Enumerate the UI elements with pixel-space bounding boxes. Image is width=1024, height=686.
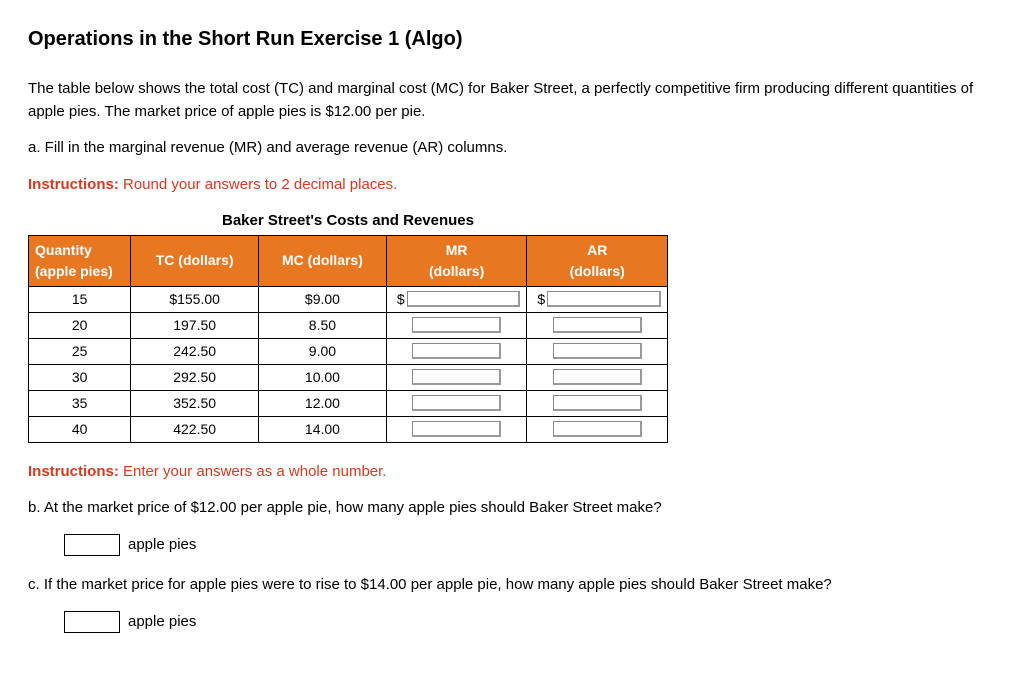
ar-input[interactable] xyxy=(553,395,642,411)
instructions-b-label: Instructions: xyxy=(28,463,119,480)
cell-tc: 292.50 xyxy=(131,364,259,390)
cell-mr xyxy=(386,338,527,364)
ar-input[interactable] xyxy=(553,343,642,359)
instructions-a-text: Round your answers to 2 decimal places. xyxy=(119,176,397,193)
cell-quantity: 30 xyxy=(29,364,131,390)
dollar-sign: $ xyxy=(533,289,545,310)
col-quantity: Quantity(apple pies) xyxy=(29,235,131,286)
cell-mc: 10.00 xyxy=(259,364,387,390)
col-mc: MC (dollars) xyxy=(259,235,387,286)
instructions-a-label: Instructions: xyxy=(28,176,119,193)
cell-mc: 14.00 xyxy=(259,416,387,442)
table-row: 35352.5012.00 xyxy=(29,390,668,416)
part-b-answer-row: apple pies xyxy=(64,534,996,557)
cell-quantity: 35 xyxy=(29,390,131,416)
col-ar: AR(dollars) xyxy=(527,235,668,286)
part-c-unit: apple pies xyxy=(128,611,196,634)
page-title: Operations in the Short Run Exercise 1 (… xyxy=(28,24,996,54)
instructions-a: Instructions: Round your answers to 2 de… xyxy=(28,174,996,197)
cell-tc: 422.50 xyxy=(131,416,259,442)
ar-input[interactable] xyxy=(547,291,661,307)
cell-quantity: 40 xyxy=(29,416,131,442)
mr-input[interactable] xyxy=(407,291,521,307)
cell-mc: $9.00 xyxy=(259,286,387,312)
cell-mc: 8.50 xyxy=(259,312,387,338)
mr-input[interactable] xyxy=(412,317,501,333)
cell-mr xyxy=(386,312,527,338)
mr-input[interactable] xyxy=(412,421,501,437)
cell-mc: 12.00 xyxy=(259,390,387,416)
part-a-prompt: a. Fill in the marginal revenue (MR) and… xyxy=(28,137,996,160)
cell-tc: $155.00 xyxy=(131,286,259,312)
table-title: Baker Street's Costs and Revenues xyxy=(28,210,668,233)
ar-input[interactable] xyxy=(553,369,642,385)
cell-quantity: 15 xyxy=(29,286,131,312)
instructions-b: Instructions: Enter your answers as a wh… xyxy=(28,461,996,484)
part-b-unit: apple pies xyxy=(128,534,196,557)
mr-input[interactable] xyxy=(412,369,501,385)
table-row: 30292.5010.00 xyxy=(29,364,668,390)
cell-ar xyxy=(527,312,668,338)
part-c-answer-row: apple pies xyxy=(64,611,996,634)
cell-mr: $ xyxy=(386,286,527,312)
cell-ar xyxy=(527,416,668,442)
cell-mr xyxy=(386,390,527,416)
cell-quantity: 20 xyxy=(29,312,131,338)
cell-mr xyxy=(386,416,527,442)
instructions-b-text: Enter your answers as a whole number. xyxy=(119,463,387,480)
table-row: 40422.5014.00 xyxy=(29,416,668,442)
col-mr: MR(dollars) xyxy=(386,235,527,286)
cell-mc: 9.00 xyxy=(259,338,387,364)
mr-input[interactable] xyxy=(412,343,501,359)
part-b-prompt: b. At the market price of $12.00 per app… xyxy=(28,497,996,520)
ar-input[interactable] xyxy=(553,421,642,437)
cell-tc: 352.50 xyxy=(131,390,259,416)
part-c-prompt: c. If the market price for apple pies we… xyxy=(28,574,996,597)
cell-ar: $ xyxy=(527,286,668,312)
cell-ar xyxy=(527,364,668,390)
cell-quantity: 25 xyxy=(29,338,131,364)
col-tc: TC (dollars) xyxy=(131,235,259,286)
costs-revenues-table: Quantity(apple pies) TC (dollars) MC (do… xyxy=(28,235,668,443)
mr-input[interactable] xyxy=(412,395,501,411)
cell-tc: 242.50 xyxy=(131,338,259,364)
cell-ar xyxy=(527,390,668,416)
ar-input[interactable] xyxy=(553,317,642,333)
dollar-sign: $ xyxy=(393,289,405,310)
table-row: 25242.509.00 xyxy=(29,338,668,364)
cell-mr xyxy=(386,364,527,390)
table-row: 15$155.00$9.00 $ $ xyxy=(29,286,668,312)
table-row: 20197.508.50 xyxy=(29,312,668,338)
part-c-input[interactable] xyxy=(64,611,120,633)
part-b-input[interactable] xyxy=(64,534,120,556)
intro-paragraph: The table below shows the total cost (TC… xyxy=(28,78,996,123)
cell-tc: 197.50 xyxy=(131,312,259,338)
cell-ar xyxy=(527,338,668,364)
